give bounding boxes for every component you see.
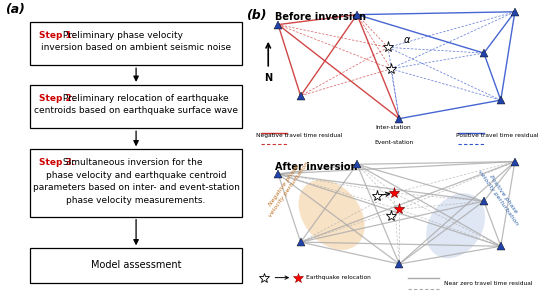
Text: Step 1:: Step 1: [39,31,75,40]
Text: phase velocity and earthquake centroid: phase velocity and earthquake centroid [46,171,226,180]
Text: (b): (b) [246,9,267,22]
FancyBboxPatch shape [30,22,242,65]
Text: Step 2:: Step 2: [39,94,75,103]
Text: Simultaneous inversion for the: Simultaneous inversion for the [60,158,203,167]
Text: Preliminary relocation of earthquake: Preliminary relocation of earthquake [60,94,229,103]
Ellipse shape [299,180,364,250]
Text: Negative phase
velocity perturbation: Negative phase velocity perturbation [263,157,310,218]
Text: α: α [403,35,410,45]
FancyBboxPatch shape [30,85,242,128]
Text: Positive phase
velocity perturbation: Positive phase velocity perturbation [477,165,524,226]
Text: Event-station: Event-station [374,140,413,146]
Text: phase velocity measurements.: phase velocity measurements. [66,196,206,205]
Text: N: N [264,73,272,83]
Text: parameters based on inter- and event-station: parameters based on inter- and event-sta… [32,183,240,193]
Text: Inter-station: Inter-station [376,125,411,130]
Text: Preliminary phase velocity: Preliminary phase velocity [60,31,183,40]
Text: inversion based on ambient seismic noise: inversion based on ambient seismic noise [41,44,231,52]
Text: Positive travel time residual: Positive travel time residual [456,133,538,138]
Text: Step 3:: Step 3: [39,158,75,167]
Text: Model assessment: Model assessment [91,260,181,271]
Ellipse shape [426,193,485,258]
Text: Before inversion: Before inversion [275,12,366,22]
FancyBboxPatch shape [30,149,242,217]
Text: Earthquake relocation: Earthquake relocation [306,275,371,280]
Text: After inversion: After inversion [275,162,358,172]
Text: Near zero travel time residual: Near zero travel time residual [444,280,533,286]
FancyBboxPatch shape [30,248,242,283]
Text: centroids based on earthquake surface wave: centroids based on earthquake surface wa… [34,106,238,116]
Text: (a): (a) [5,3,25,16]
Text: Negative travel time residual: Negative travel time residual [255,133,342,138]
